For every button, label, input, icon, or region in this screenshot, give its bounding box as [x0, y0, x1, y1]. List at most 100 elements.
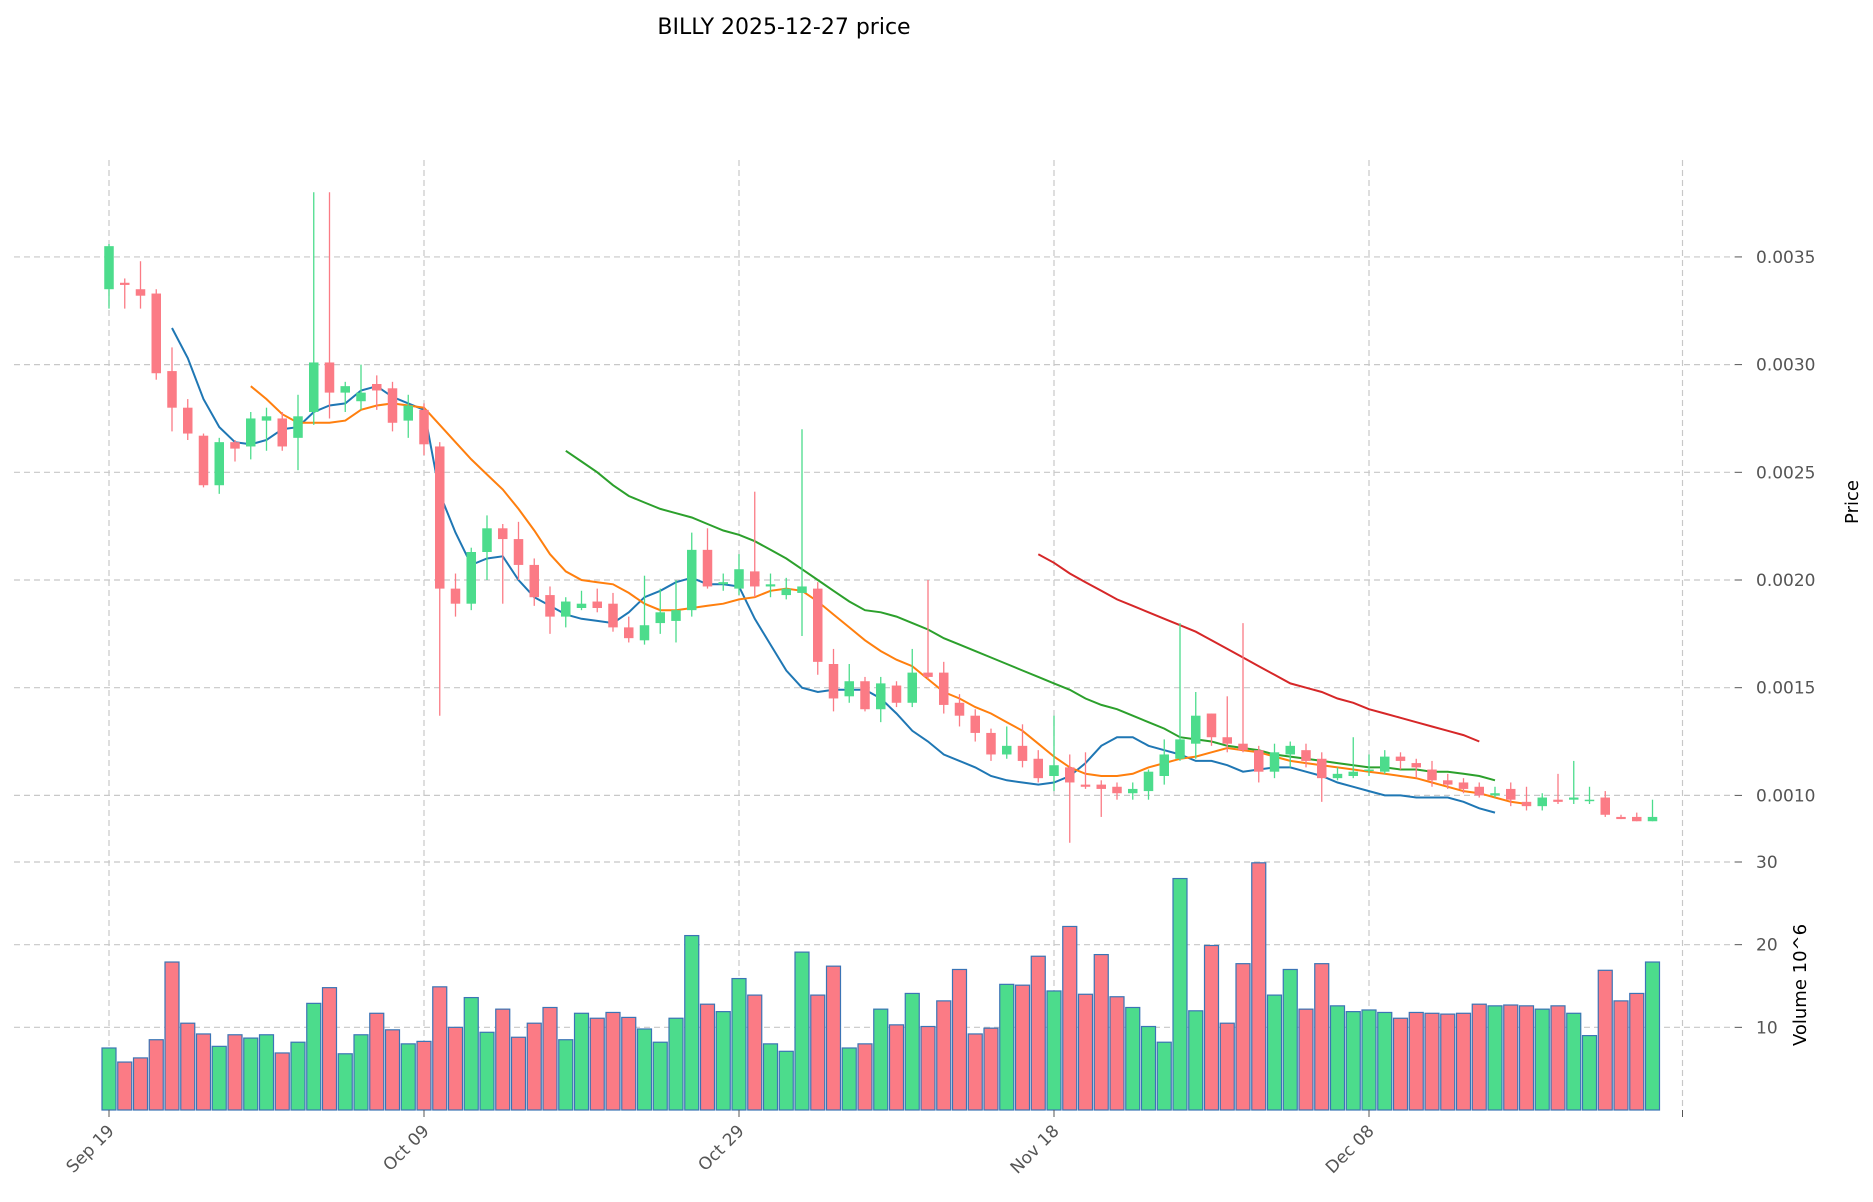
volume-bar-down: [811, 995, 825, 1110]
candle-up: [671, 580, 681, 642]
candle-body: [1160, 754, 1170, 776]
candle-body: [1490, 793, 1500, 795]
price-tick-label: 0.0035: [1756, 248, 1815, 268]
candle-body: [703, 550, 713, 587]
volume-bar-up: [874, 1009, 888, 1110]
candle-up: [1160, 739, 1170, 784]
candle-body: [1097, 785, 1107, 789]
candle-body: [1002, 746, 1012, 755]
candle-body: [482, 528, 492, 552]
candle-down: [152, 289, 162, 379]
volume-bar-up: [212, 1046, 226, 1110]
volume-bar-up: [354, 1035, 368, 1110]
candle-body: [1648, 817, 1658, 821]
candle-body: [1443, 780, 1453, 784]
volume-bar-up: [1583, 1036, 1597, 1110]
candle-up: [1191, 692, 1201, 759]
ma_short-line: [172, 328, 1495, 813]
volume-bar-down: [1520, 1006, 1534, 1110]
candle-down: [1616, 815, 1626, 819]
candle-body: [1585, 800, 1595, 802]
candle-up: [845, 664, 855, 703]
volume-bar-up: [260, 1035, 274, 1110]
volume-bar-up: [732, 979, 746, 1110]
candle-down: [1065, 754, 1075, 842]
volume-bar-down: [1079, 994, 1093, 1110]
candle-up: [1286, 742, 1296, 768]
candle-body: [199, 436, 209, 486]
candle-down: [1396, 752, 1406, 769]
volume-bars: [102, 863, 1660, 1110]
volume-bar-up: [244, 1038, 258, 1110]
candle-up: [104, 244, 114, 309]
volume-bar-up: [1047, 991, 1061, 1110]
volume-bar-up: [1535, 1009, 1549, 1110]
candle-body: [1065, 767, 1075, 782]
volume-bar-up: [795, 952, 809, 1110]
volume-bar-down: [386, 1030, 400, 1110]
candle-down: [278, 412, 288, 451]
candle-up: [876, 677, 886, 722]
candle-body: [1459, 782, 1469, 788]
candle-down: [167, 347, 177, 431]
candle-body: [404, 406, 414, 421]
candle-down: [892, 681, 902, 707]
candle-up: [797, 429, 807, 636]
volume-bar-up: [1000, 984, 1014, 1110]
volume-bar-down: [134, 1058, 148, 1110]
candle-down: [829, 649, 839, 711]
price-tick-label: 0.0020: [1756, 571, 1815, 591]
candle-body: [104, 246, 114, 289]
candle-down: [1034, 750, 1044, 782]
candle-down: [1475, 782, 1485, 797]
volume-bar-down: [1220, 1023, 1234, 1110]
candle-up: [215, 438, 225, 494]
candle-down: [1317, 752, 1327, 802]
candle-body: [1034, 759, 1044, 778]
date-tick-label: Nov 18: [1007, 1121, 1064, 1178]
volume-bar-up: [1378, 1012, 1392, 1110]
candle-up: [1333, 767, 1343, 780]
candle-up: [1002, 726, 1012, 758]
candle-down: [1553, 774, 1563, 804]
candle-body: [687, 550, 697, 610]
candle-body: [671, 610, 681, 621]
candle-up: [687, 533, 697, 617]
volume-bar-up: [575, 1013, 589, 1110]
candle-up: [1648, 800, 1658, 822]
volume-bar-up: [669, 1018, 683, 1110]
volume-bar-up: [559, 1040, 573, 1110]
volume-axis-label: Volume 10^6: [1790, 924, 1811, 1046]
candle-body: [167, 371, 177, 408]
volume-bar-down: [968, 1034, 982, 1110]
chart-title: BILLY 2025-12-27 price: [657, 15, 910, 40]
volume-bar-up: [779, 1051, 793, 1110]
candle-body: [829, 664, 839, 698]
candle-body: [530, 565, 540, 597]
volume-bar-up: [1362, 1010, 1376, 1110]
candle-body: [1632, 817, 1642, 821]
candle-body: [624, 627, 634, 638]
candle-body: [120, 283, 130, 285]
candle-body: [561, 602, 571, 617]
volume-bar-down: [118, 1062, 132, 1110]
volume-bar-up: [1189, 1011, 1203, 1110]
candle-body: [908, 673, 918, 703]
volume-bar-down: [323, 988, 337, 1110]
candle-down: [923, 580, 933, 679]
candle-body: [372, 384, 382, 390]
candle-down: [419, 403, 429, 455]
candle-body: [971, 716, 981, 733]
volume-bar-up: [464, 998, 478, 1110]
volume-bar-down: [512, 1037, 526, 1110]
volume-bar-down: [984, 1028, 998, 1110]
volume-tick-label: 30: [1756, 853, 1778, 873]
candle-body: [246, 418, 256, 446]
candle-body: [435, 446, 445, 588]
volume-bar-up: [1157, 1042, 1171, 1110]
candle-body: [1522, 802, 1532, 806]
ma_long-line: [566, 451, 1495, 781]
volume-bar-up: [1488, 1006, 1502, 1110]
volume-bar-down: [1409, 1012, 1423, 1110]
candle-body: [734, 569, 744, 588]
